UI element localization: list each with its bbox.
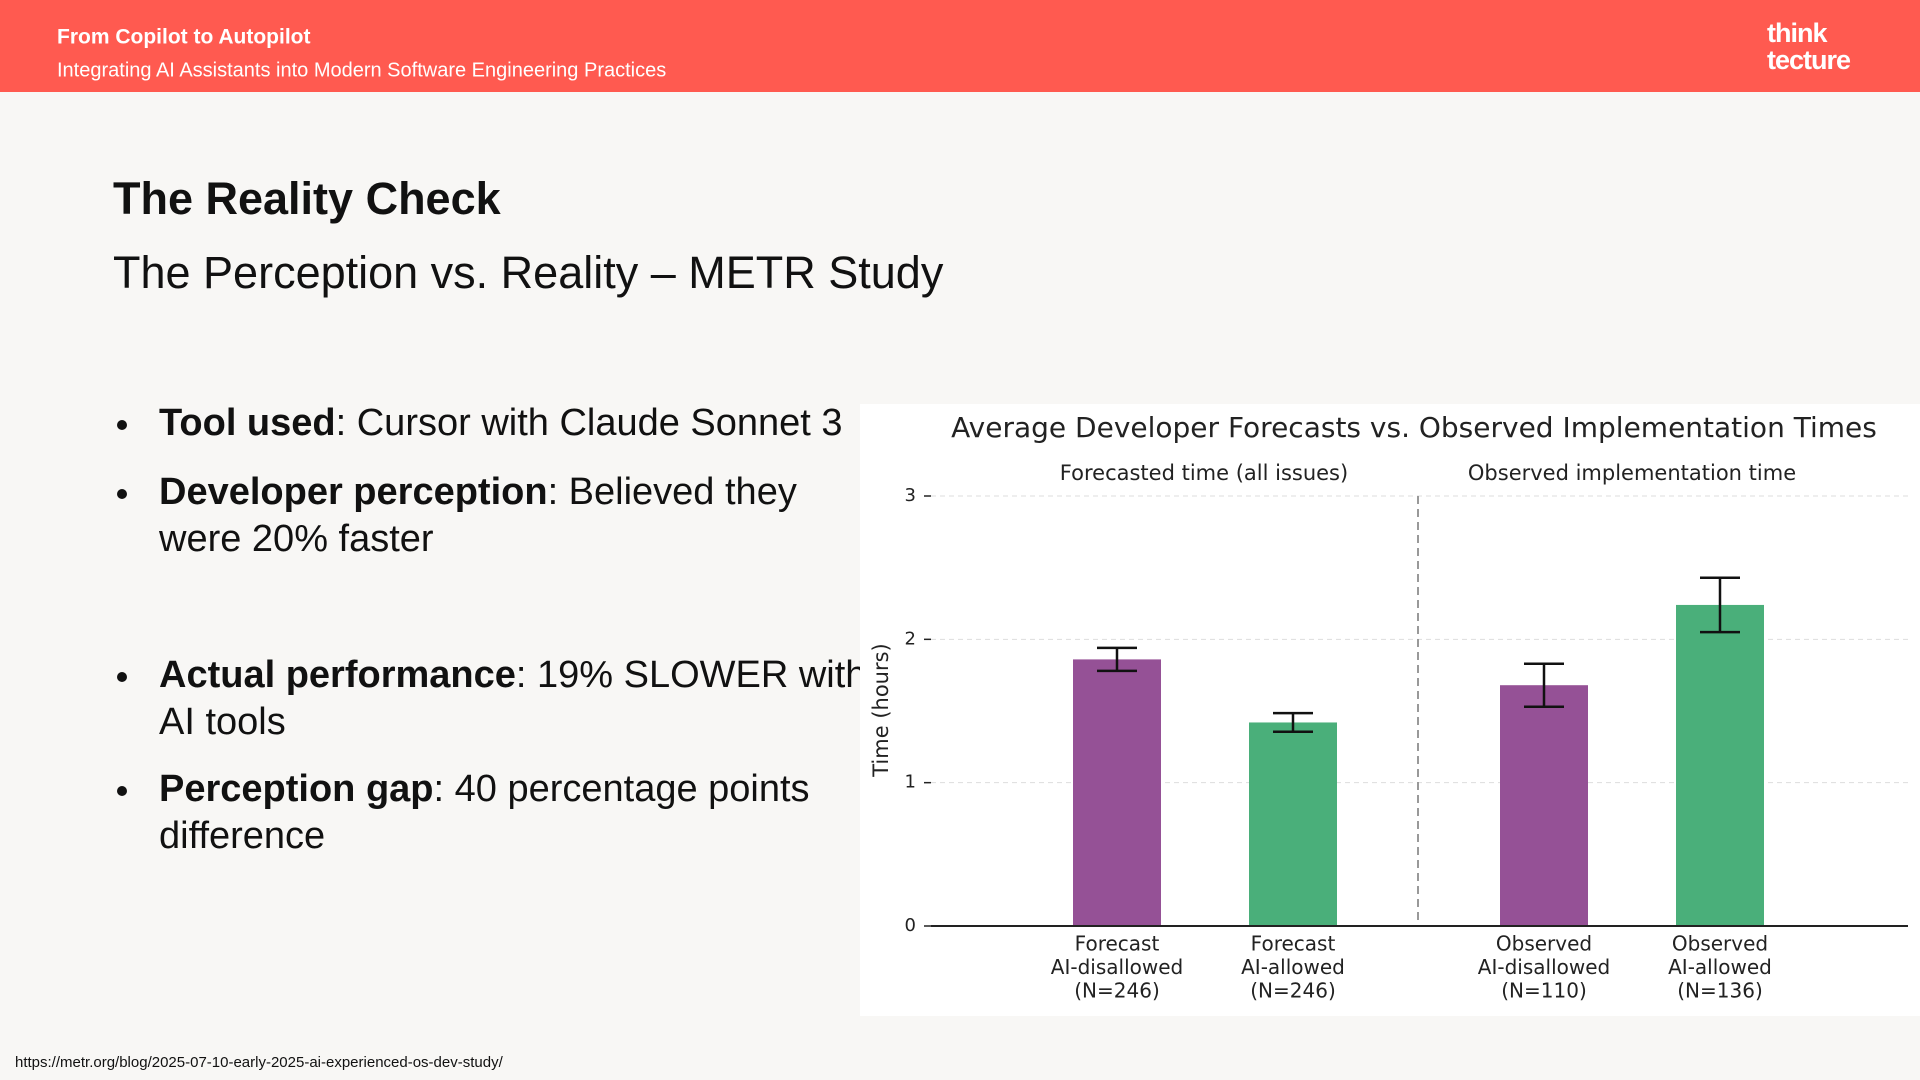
x-tick-label: Observed: [1496, 932, 1592, 956]
bullet-label: Perception gap: [159, 768, 434, 810]
section-label: Observed implementation time: [1468, 461, 1796, 485]
bullet-line: : Believed they: [548, 471, 797, 513]
bullet-text: Tool used: Cursor with Claude Sonnet 3: [159, 402, 843, 444]
header-subtitle: Integrating AI Assistants into Modern So…: [57, 59, 666, 81]
y-tick-label: 0: [905, 915, 916, 936]
bar: [1249, 722, 1337, 926]
bullet-text: Actual performance: 19% SLOWER with: [159, 654, 866, 696]
x-tick-label: AI-disallowed: [1478, 955, 1610, 979]
bullet-line: : Cursor with Claude Sonnet 3: [336, 402, 843, 444]
bullet-dot: [117, 489, 127, 499]
x-tick-label: (N=246): [1074, 979, 1160, 1003]
logo: tecture: [1767, 45, 1851, 75]
bullet-text: AI tools: [159, 701, 286, 743]
bullet-label: Tool used: [159, 402, 336, 444]
bullet-line: were 20% faster: [158, 518, 434, 560]
y-tick-label: 2: [905, 628, 916, 649]
bar: [1676, 604, 1764, 926]
header-title: From Copilot to Autopilot: [57, 26, 311, 49]
y-tick-label: 1: [905, 772, 916, 793]
logo: think: [1767, 18, 1828, 48]
bullet-dot: [117, 420, 127, 430]
header-bar: [0, 0, 1920, 92]
bullet-dot: [117, 786, 127, 796]
bullet-dot: [117, 672, 127, 682]
x-tick-label: AI-allowed: [1241, 955, 1345, 979]
bullet-text: Perception gap: 40 percentage points: [159, 768, 810, 810]
y-tick-label: 3: [905, 485, 916, 506]
section-label: Forecasted time (all issues): [1060, 461, 1348, 485]
bullet-line: AI tools: [159, 701, 286, 743]
bullet-text: difference: [159, 815, 325, 857]
source-link[interactable]: https://metr.org/blog/2025-07-10-early-2…: [15, 1054, 504, 1071]
x-tick-label: AI-allowed: [1668, 955, 1772, 979]
slide-title: The Reality Check: [113, 173, 502, 224]
x-tick-label: (N=110): [1501, 979, 1587, 1003]
bullet-text: Developer perception: Believed they: [159, 471, 797, 513]
bullet-line: : 40 percentage points: [434, 768, 810, 810]
bar: [1073, 659, 1161, 926]
x-tick-label: Forecast: [1251, 932, 1336, 956]
x-tick-label: AI-disallowed: [1051, 955, 1183, 979]
slide-subtitle: The Perception vs. Reality – METR Study: [113, 247, 944, 298]
bullet-line: : 19% SLOWER with: [516, 654, 867, 696]
chart-title: Average Developer Forecasts vs. Observed…: [951, 411, 1877, 444]
x-tick-label: Observed: [1672, 932, 1768, 956]
bullet-label: Developer perception: [159, 471, 548, 513]
y-axis-label: Time (hours): [869, 643, 893, 778]
x-tick-label: (N=136): [1677, 979, 1763, 1003]
bar: [1500, 685, 1588, 926]
x-tick-label: (N=246): [1250, 979, 1336, 1003]
x-tick-label: Forecast: [1075, 932, 1160, 956]
bullet-text: were 20% faster: [158, 518, 434, 560]
bullet-line: difference: [159, 815, 325, 857]
bullet-label: Actual performance: [159, 654, 516, 696]
